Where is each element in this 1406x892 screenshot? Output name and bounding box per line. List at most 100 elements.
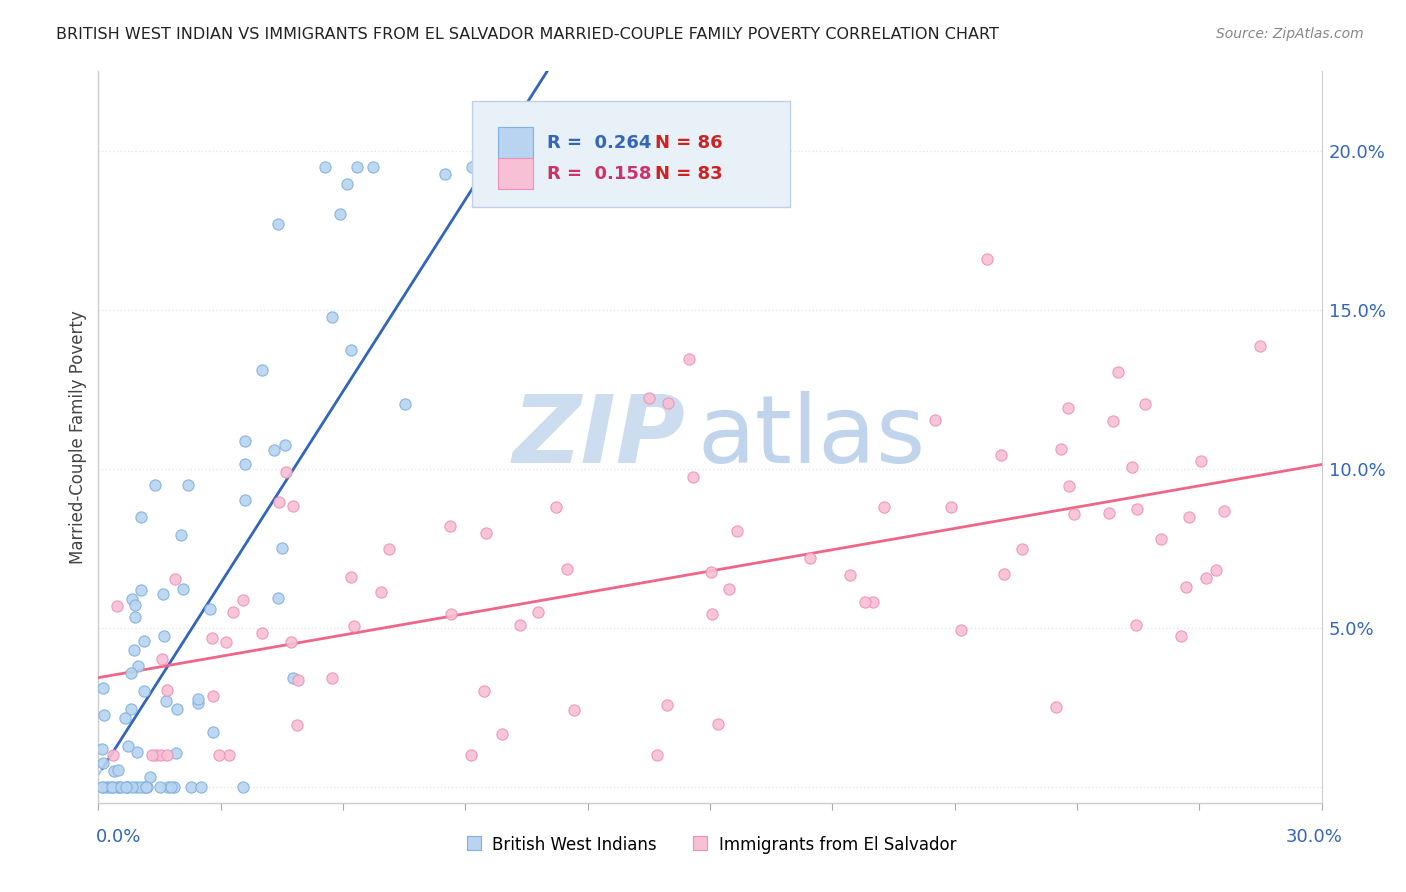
Point	[700, 607, 723, 621]
Point	[853, 595, 876, 609]
Point	[103, 764, 125, 779]
Point	[637, 391, 659, 405]
Point	[1045, 700, 1067, 714]
Bar	[498, 128, 533, 158]
Point	[1174, 580, 1197, 594]
Point	[139, 770, 162, 784]
Point	[1056, 401, 1078, 416]
Point	[1213, 504, 1236, 518]
Point	[509, 160, 531, 174]
Point	[170, 528, 193, 542]
Point	[101, 780, 124, 794]
Point	[1011, 542, 1033, 557]
Text: N = 83: N = 83	[655, 165, 723, 183]
Point	[439, 519, 461, 533]
Point	[1063, 507, 1085, 521]
Point	[201, 631, 224, 645]
Point	[700, 565, 723, 579]
Point	[91, 780, 114, 794]
Point	[267, 495, 290, 509]
Point	[555, 160, 579, 174]
Point	[873, 500, 896, 515]
Point	[120, 701, 142, 715]
Point	[505, 160, 527, 174]
Point	[329, 207, 352, 221]
Point	[125, 780, 148, 794]
Point	[145, 748, 167, 763]
Point	[460, 747, 482, 762]
Legend: British West Indians, Immigrants from El Salvador: British West Indians, Immigrants from El…	[457, 829, 963, 860]
Point	[114, 710, 136, 724]
Point	[150, 652, 173, 666]
Point	[180, 780, 202, 794]
Point	[132, 683, 155, 698]
Point	[1049, 442, 1071, 456]
Point	[472, 684, 495, 698]
Point	[1189, 454, 1212, 468]
Point	[1170, 629, 1192, 643]
Point	[136, 780, 159, 794]
Point	[475, 525, 498, 540]
Point	[129, 582, 152, 597]
Point	[1195, 571, 1218, 585]
Y-axis label: Married-Couple Family Poverty: Married-Couple Family Poverty	[69, 310, 87, 564]
Point	[1121, 460, 1143, 475]
Point	[862, 595, 884, 609]
Point	[263, 442, 285, 457]
Point	[91, 741, 114, 756]
Point	[555, 562, 578, 576]
Point	[115, 780, 138, 794]
Point	[1150, 533, 1173, 547]
Point	[96, 780, 118, 794]
Point	[187, 692, 209, 706]
Point	[267, 217, 290, 231]
Point	[153, 629, 176, 643]
Point	[101, 780, 124, 794]
Point	[725, 524, 748, 538]
Point	[363, 160, 385, 174]
Point	[156, 780, 179, 794]
Point	[160, 780, 183, 794]
Point	[717, 582, 740, 597]
Point	[1249, 339, 1271, 353]
Point	[394, 397, 416, 411]
Point	[124, 610, 146, 624]
Point	[232, 780, 254, 794]
Point	[215, 635, 238, 649]
Point	[939, 500, 962, 514]
Point	[122, 643, 145, 657]
Point	[165, 572, 187, 586]
Point	[378, 542, 401, 557]
Text: atlas: atlas	[697, 391, 927, 483]
Point	[91, 681, 114, 695]
Point	[440, 607, 463, 621]
Point	[202, 725, 225, 739]
Text: 30.0%: 30.0%	[1286, 828, 1343, 846]
Point	[233, 457, 256, 471]
Point	[274, 465, 297, 479]
Point	[314, 160, 336, 174]
Point	[645, 748, 668, 763]
Text: N = 86: N = 86	[655, 134, 723, 152]
Point	[346, 160, 368, 174]
Point	[129, 510, 152, 524]
Point	[152, 587, 174, 601]
Point	[107, 764, 129, 778]
Point	[120, 666, 142, 681]
Point	[198, 601, 221, 615]
Point	[124, 598, 146, 612]
Point	[208, 748, 231, 763]
Point	[1178, 510, 1201, 524]
Point	[555, 160, 579, 174]
Point	[218, 748, 240, 763]
Point	[657, 396, 679, 410]
Point	[165, 746, 187, 760]
Point	[232, 592, 254, 607]
Point	[799, 551, 821, 566]
Point	[509, 618, 531, 632]
Point	[1059, 478, 1081, 492]
Point	[155, 748, 177, 763]
Point	[107, 780, 129, 794]
Point	[105, 599, 128, 613]
Point	[1101, 414, 1123, 428]
